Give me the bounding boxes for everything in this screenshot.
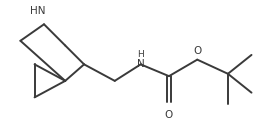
Text: H: H bbox=[137, 50, 144, 59]
Text: HN: HN bbox=[30, 6, 46, 16]
Text: O: O bbox=[165, 110, 173, 120]
Text: N: N bbox=[137, 59, 145, 69]
Text: O: O bbox=[193, 46, 201, 56]
